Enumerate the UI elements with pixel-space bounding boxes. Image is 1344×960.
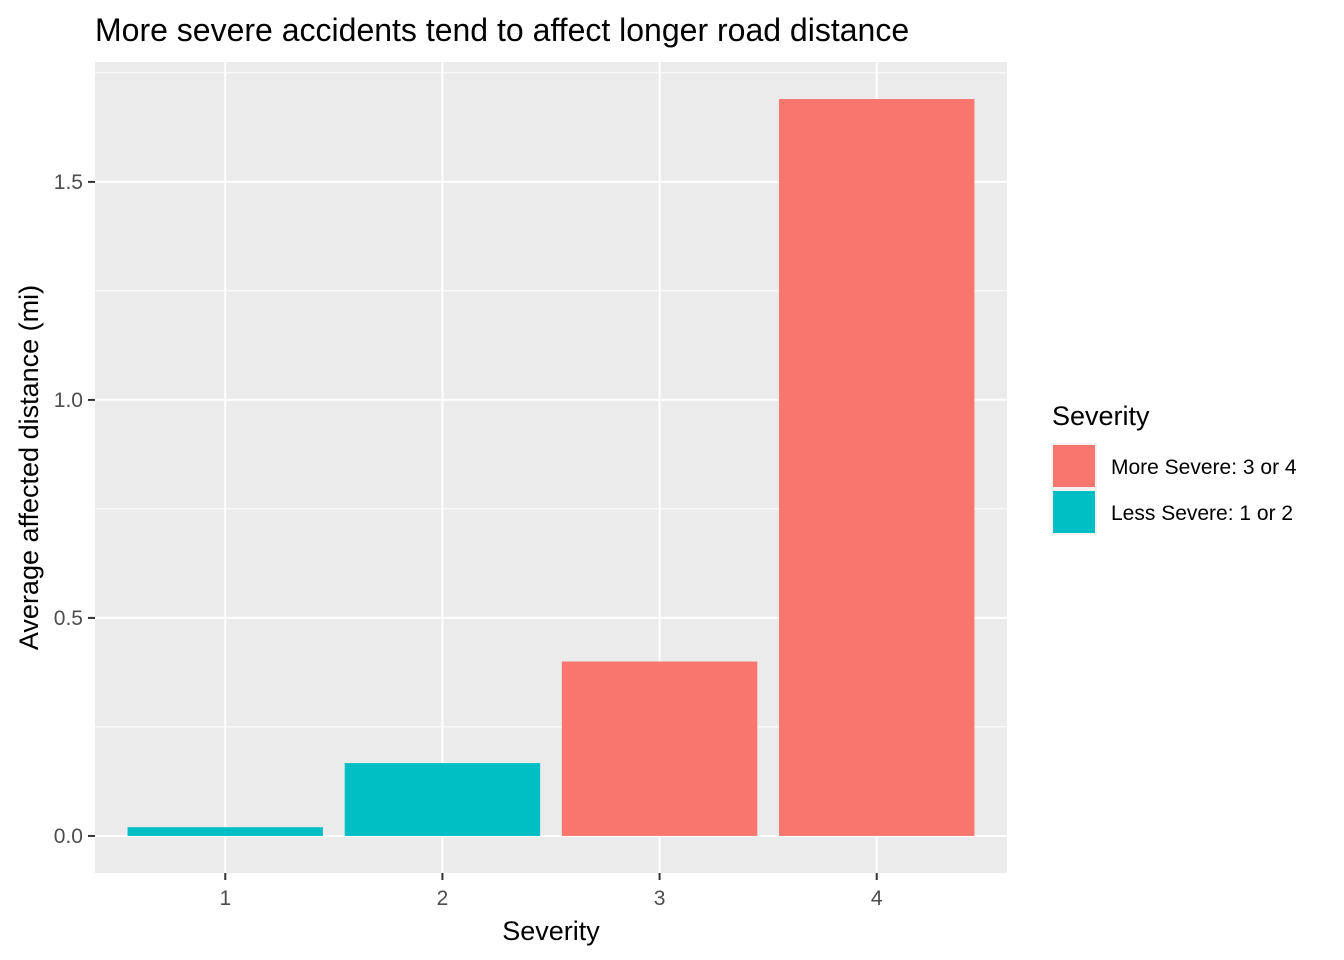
- legend-swatch: [1053, 445, 1095, 487]
- chart-title: More severe accidents tend to affect lon…: [95, 12, 909, 48]
- x-axis-title: Severity: [502, 916, 600, 946]
- y-axis-title: Average affected distance (mi): [14, 285, 44, 650]
- bars: [127, 99, 975, 836]
- legend-entries: More Severe: 3 or 4 Less Severe: 1 or 2: [1051, 443, 1297, 535]
- bar-severity-3: [561, 661, 758, 836]
- x-tick-label: 2: [437, 887, 449, 910]
- y-tick-label: 1.0: [54, 389, 83, 412]
- y-tick-label: 1.5: [54, 171, 83, 194]
- y-tick-label: 0.5: [54, 607, 83, 630]
- legend-swatch: [1053, 491, 1095, 533]
- bar-severity-1: [127, 827, 323, 836]
- legend-label: More Severe: 3 or 4: [1111, 456, 1297, 479]
- legend-label: Less Severe: 1 or 2: [1111, 502, 1293, 525]
- x-tick-label: 4: [871, 887, 883, 910]
- bar-severity-4: [779, 99, 975, 836]
- bar-severity-2: [344, 763, 541, 836]
- y-tick-label: 0.0: [54, 825, 83, 848]
- x-tick-label: 1: [219, 887, 231, 910]
- x-tick-label: 3: [654, 887, 666, 910]
- y-axis-ticks: 0.0 0.5 1.0 1.5: [54, 171, 95, 848]
- x-axis-ticks: 1 2 3 4: [219, 873, 883, 910]
- legend: Severity More Severe: 3 or 4 Less Severe:…: [1051, 401, 1297, 535]
- legend-title: Severity: [1052, 401, 1150, 431]
